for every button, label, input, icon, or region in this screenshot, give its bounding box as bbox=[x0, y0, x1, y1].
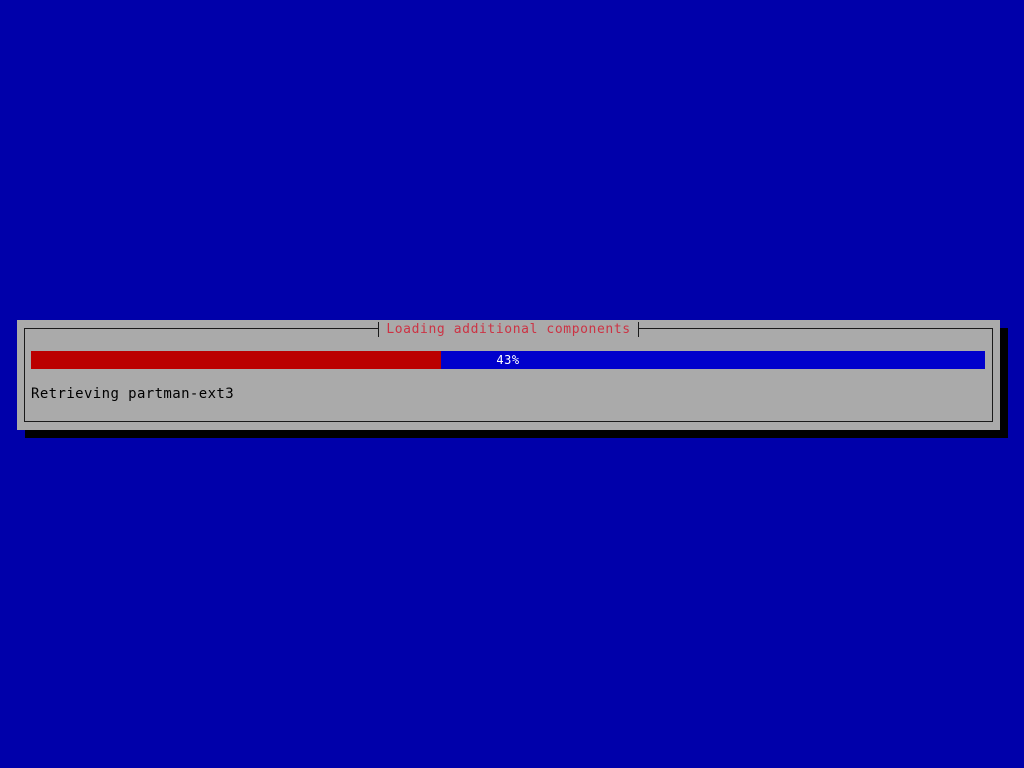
progress-percent-label: 43% bbox=[496, 353, 520, 367]
dialog-border bbox=[24, 328, 993, 422]
progress-dialog: Loading additional components bbox=[17, 320, 1000, 430]
status-message: Retrieving partman-ext3 bbox=[31, 386, 235, 402]
title-right-tick-icon bbox=[637, 322, 639, 337]
title-left-tick-icon bbox=[378, 322, 380, 337]
dialog-titlebar: Loading additional components bbox=[17, 320, 1000, 339]
dialog-title: Loading additional components bbox=[379, 323, 638, 336]
progress-bar-fill bbox=[31, 351, 442, 369]
progress-bar: 43% bbox=[31, 351, 985, 369]
